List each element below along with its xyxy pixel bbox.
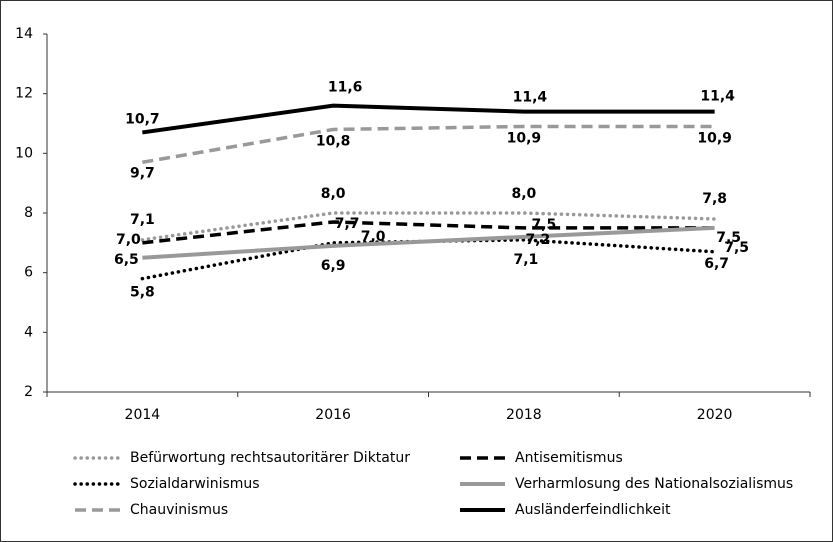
data-label: 7,0 xyxy=(361,229,386,245)
data-label: 7,7 xyxy=(335,216,360,232)
series-line xyxy=(142,220,715,245)
data-label: 7,0 xyxy=(116,232,141,248)
data-label: 11,6 xyxy=(328,80,363,96)
data-label: 10,8 xyxy=(316,133,351,149)
legend-label: Chauvinismus xyxy=(130,502,228,518)
data-label: 11,4 xyxy=(700,89,735,105)
data-label: 6,9 xyxy=(321,258,346,274)
y-tick-label: 8 xyxy=(24,205,33,221)
x-tick-label: 2018 xyxy=(506,407,542,423)
x-tick-label: 2014 xyxy=(125,407,161,423)
series-line xyxy=(142,124,715,165)
data-label: 7,5 xyxy=(531,217,556,233)
data-label: 10,9 xyxy=(507,130,542,146)
legend-label: Befürwortung rechtsautoritärer Diktatur xyxy=(130,450,410,466)
series-line xyxy=(142,225,715,260)
legend-label: Ausländerfeindlichkeit xyxy=(515,502,671,518)
data-label: 8,0 xyxy=(321,186,346,202)
data-label: 7,1 xyxy=(130,212,155,228)
data-label: 7,5 xyxy=(716,230,741,246)
y-tick-label: 12 xyxy=(15,86,33,102)
x-tick-label: 2016 xyxy=(315,407,351,423)
y-tick-label: 14 xyxy=(15,26,33,42)
data-label: 10,7 xyxy=(125,111,160,127)
y-tick-label: 4 xyxy=(24,324,33,340)
data-label: 7,1 xyxy=(513,252,538,268)
series-line xyxy=(140,211,717,242)
data-label: 9,7 xyxy=(130,165,155,181)
data-label: 10,9 xyxy=(697,130,732,146)
series-line xyxy=(140,238,717,281)
y-tick-label: 6 xyxy=(24,265,33,281)
data-label: 8,0 xyxy=(511,186,536,202)
data-label: 11,4 xyxy=(513,90,548,106)
data-label: 7,2 xyxy=(525,232,550,248)
data-label: 7,8 xyxy=(702,191,727,207)
series-line xyxy=(142,103,715,135)
data-label: 7,5 xyxy=(724,240,749,256)
legend-label: Verharmlosung des Nationalsozialismus xyxy=(515,476,793,492)
legend-label: Sozialdarwinismus xyxy=(130,476,260,492)
data-label: 6,5 xyxy=(114,252,139,268)
x-tick-label: 2020 xyxy=(697,407,733,423)
data-label: 5,8 xyxy=(130,285,155,301)
data-label: 6,7 xyxy=(704,256,729,272)
y-tick-label: 2 xyxy=(24,384,33,400)
legend-label: Antisemitismus xyxy=(515,450,623,466)
y-tick-label: 10 xyxy=(15,145,33,161)
